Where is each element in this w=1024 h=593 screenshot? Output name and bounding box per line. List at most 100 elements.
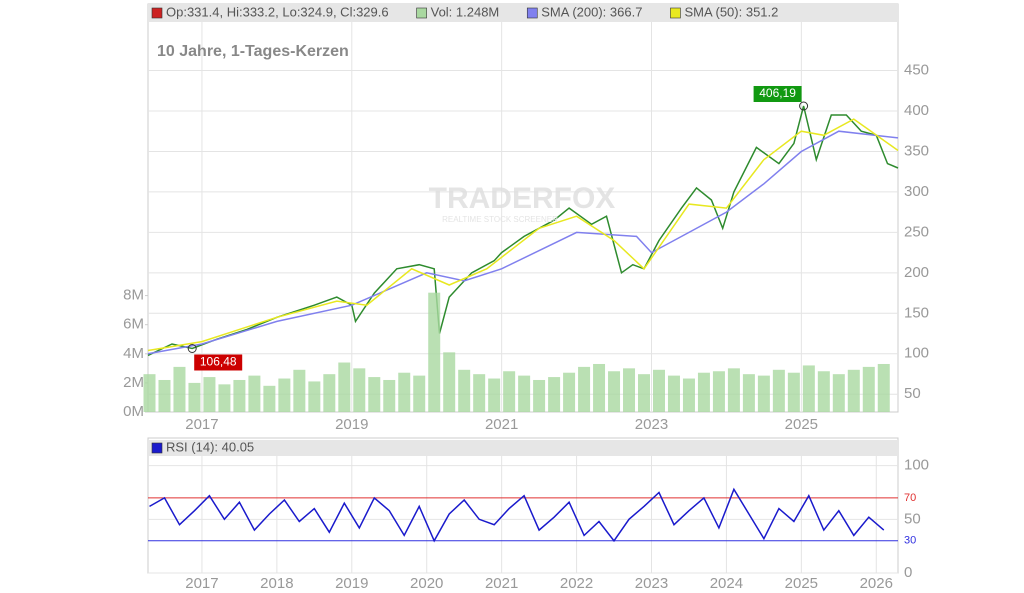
volume-bar	[308, 381, 321, 412]
x-tick-label: 2026	[860, 575, 893, 592]
y2-tick-label: 8M	[123, 287, 144, 304]
rsi-level-label: 70	[904, 492, 916, 504]
x-tick-label: 2020	[410, 575, 443, 592]
y-tick-label: 100	[904, 457, 929, 474]
volume-bar	[877, 363, 890, 412]
x-tick-label: 2021	[485, 416, 518, 433]
volume-bar	[503, 371, 516, 412]
volume-bar	[173, 366, 186, 412]
volume-bar	[233, 379, 246, 412]
volume-bar	[847, 369, 860, 412]
legend-swatch	[416, 7, 427, 19]
volume-bar	[383, 379, 396, 412]
extreme-marker	[187, 343, 197, 353]
y-tick-label: 0	[904, 564, 912, 581]
extreme-label: 406,19	[759, 86, 796, 100]
y2-tick-label: 4M	[123, 345, 144, 362]
volume-bar	[712, 371, 725, 412]
rsi-level-label: 30	[904, 535, 916, 547]
y2-tick-label: 6M	[123, 316, 144, 333]
series-line	[149, 487, 885, 543]
legend-label: RSI (14): 40.05	[166, 439, 254, 454]
x-tick-label: 2019	[335, 575, 368, 592]
volume-bar	[248, 375, 261, 412]
x-tick-label: 2025	[785, 416, 818, 433]
volume-bar	[293, 369, 306, 412]
legend-swatch	[151, 442, 163, 454]
rsi-header	[148, 440, 898, 456]
volume-bar	[548, 377, 561, 412]
volume-bar	[638, 374, 651, 412]
plots: 2017 2019 2021 2023 202550100150200250300350…	[123, 4, 929, 592]
volume-bar	[802, 365, 815, 412]
price-header	[148, 4, 898, 22]
series-line	[147, 118, 899, 352]
y-tick-label: 100	[904, 345, 929, 362]
volume-bar	[623, 368, 636, 412]
series-line	[147, 105, 899, 357]
volume-bar	[608, 371, 621, 412]
volume-bar	[518, 375, 531, 412]
y-tick-label: 350	[904, 142, 929, 159]
y-tick-label: 450	[904, 62, 929, 79]
extreme-label-box	[194, 354, 243, 371]
y-tick-label: 250	[904, 223, 929, 240]
volume-bar	[353, 368, 366, 412]
volume-bar	[862, 366, 875, 412]
x-tick-label: 2018	[260, 575, 293, 592]
volume-bar	[263, 385, 276, 412]
volume-bar	[143, 374, 156, 412]
y-tick-label: 400	[904, 102, 929, 119]
volume-bar	[578, 366, 591, 412]
volume-bar	[682, 378, 695, 412]
volume-bar	[772, 369, 785, 412]
legend-label: Op:331.4, Hi:333.2, Lo:324.9, Cl:329.6	[166, 4, 389, 19]
rsi-panel	[147, 437, 899, 574]
volume-bar	[278, 378, 291, 412]
x-tick-label: 2017	[185, 416, 218, 433]
volume-bar	[203, 377, 216, 412]
volume-bar	[817, 371, 830, 412]
volume-bar	[533, 379, 546, 412]
subtitle: 10 Jahre, 1-Tages-Kerzen	[157, 43, 349, 60]
volume-bar	[458, 369, 471, 412]
x-tick-label: 2021	[485, 575, 518, 592]
series-line	[147, 130, 899, 355]
volume-bar	[488, 378, 501, 412]
volume-bar	[697, 372, 710, 412]
y-tick-label: 50	[904, 385, 921, 402]
volume-bar	[787, 372, 800, 412]
x-tick-label: 2023	[635, 416, 668, 433]
volume-bar	[652, 369, 665, 412]
volume-bar	[832, 374, 845, 412]
volume-bar	[398, 372, 411, 412]
x-tick-label: 2017	[185, 575, 218, 592]
extreme-marker	[799, 101, 809, 111]
volume-bar	[323, 374, 336, 412]
legend-label: SMA (200): 366.7	[541, 4, 642, 19]
legend-swatch	[151, 7, 163, 19]
x-tick-label: 2025	[785, 575, 818, 592]
volume-bar	[727, 368, 740, 412]
watermark-sub: REALTIME STOCK SCREENER	[442, 215, 558, 224]
watermark: TRADERFOX	[429, 182, 616, 215]
volume-bar	[563, 372, 576, 412]
y-tick-label: 50	[904, 510, 921, 527]
volume-bar	[473, 374, 486, 412]
x-tick-label: 2023	[635, 575, 668, 592]
y-tick-label: 200	[904, 264, 929, 281]
legend-label: Vol: 1.248M	[431, 4, 500, 19]
volume-bar	[413, 375, 426, 412]
y2-tick-label: 0M	[123, 403, 144, 420]
volume-bar	[742, 374, 755, 412]
volume-bar	[188, 382, 201, 412]
volume-bar	[593, 363, 606, 412]
volume-bar	[368, 377, 381, 412]
volume-bar	[443, 352, 456, 412]
extreme-label: 106,48	[200, 355, 237, 369]
price-panel	[147, 3, 899, 413]
legend-label: SMA (50): 351.2	[684, 4, 778, 19]
y-tick-label: 150	[904, 304, 929, 321]
volume-bar	[428, 292, 441, 412]
